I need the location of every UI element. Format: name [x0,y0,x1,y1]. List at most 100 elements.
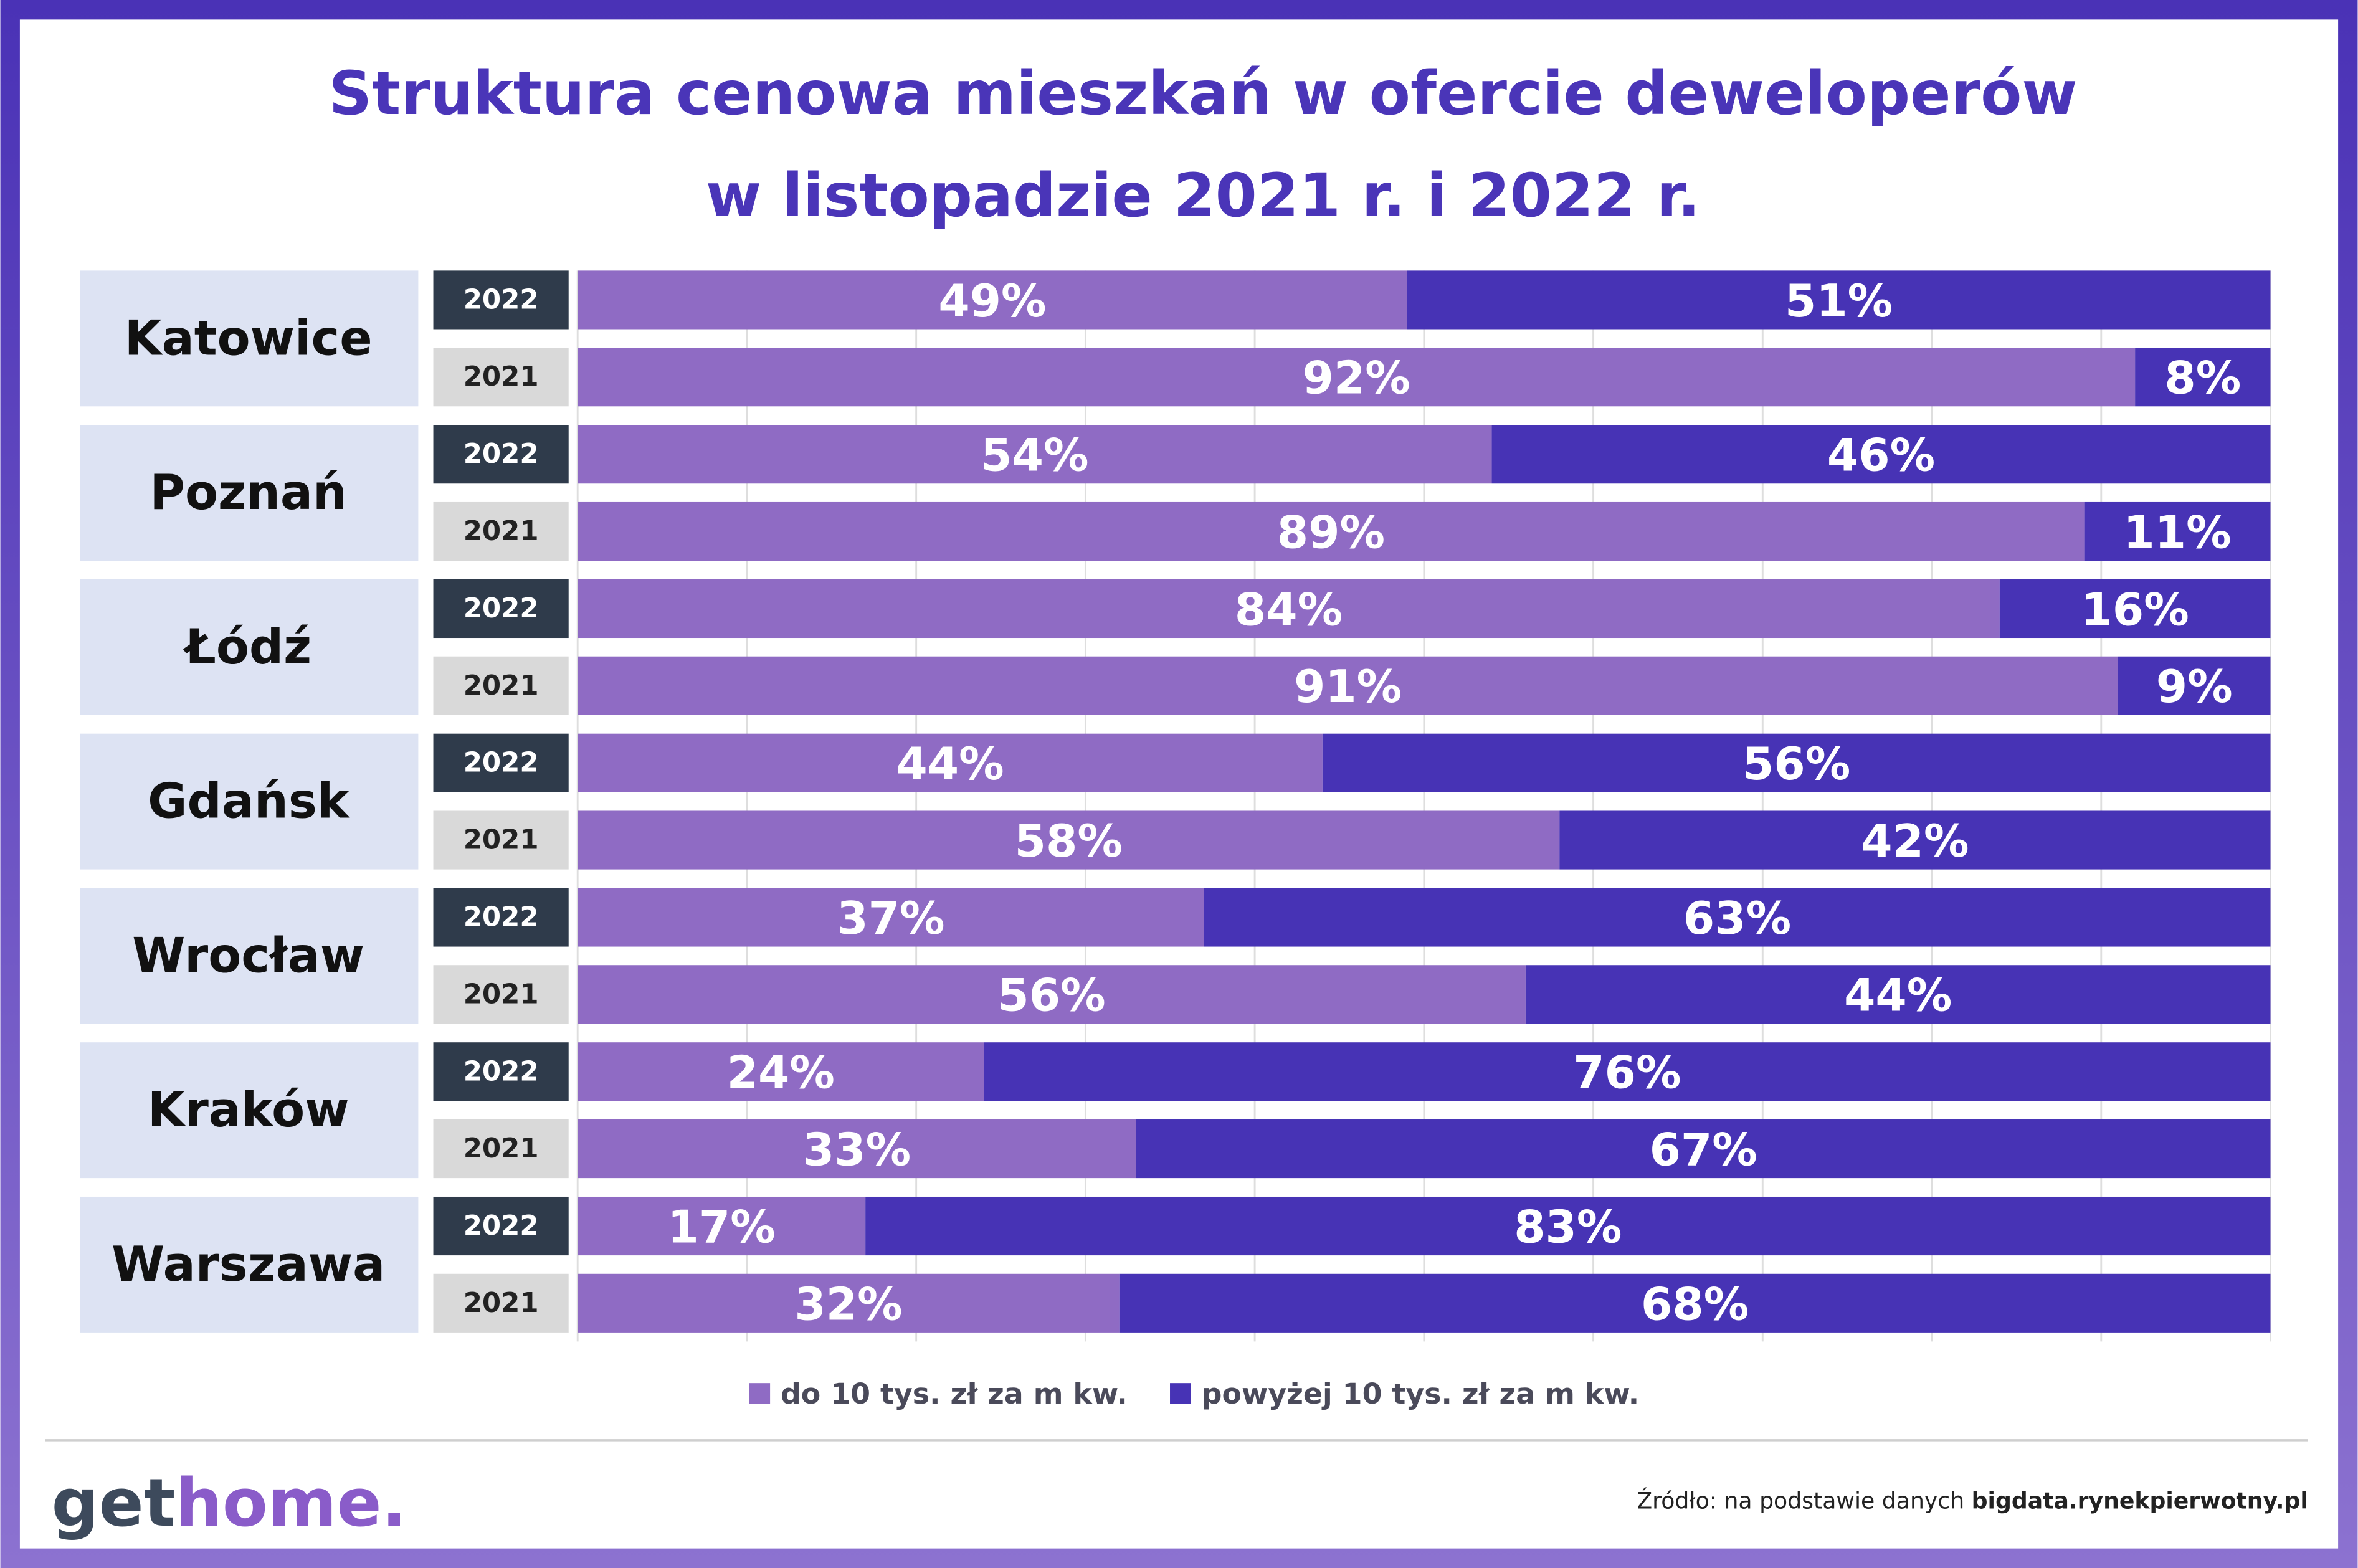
y-tick-label: 2021 [464,1133,539,1164]
source: Źródło: na podstawie danych bigdata.ryne… [1637,1487,2308,1514]
bar-segment [2118,656,2271,715]
bar-segment [578,810,1560,870]
city-box [80,733,419,870]
bar-segment [1322,733,2271,792]
city-box [80,888,419,1024]
data-label: 84% [1235,584,1343,636]
legend: do 10 tys. zł za m kw. powyżej 10 tys. zł… [749,1377,1639,1410]
city-label: Kraków [148,1082,349,1138]
bar-segment [578,656,2118,715]
city-box [80,1196,419,1333]
data-label: 33% [803,1124,911,1176]
bar-segment [578,1119,1136,1179]
legend-swatch [1170,1383,1191,1404]
legend-swatch [749,1383,771,1404]
y-tick-label: 2022 [464,593,539,624]
bar-segment [578,1042,984,1101]
y-tick-label: 2021 [464,670,539,701]
bar-segment [984,1042,2271,1101]
y-tick-label: 2022 [464,284,539,315]
data-label: 24% [727,1047,835,1100]
data-label: 17% [668,1201,776,1253]
data-label: 8% [2164,353,2241,405]
bar-segment [1119,1273,2271,1333]
bar-segment [1559,810,2271,870]
bar-segment [578,888,1204,947]
bar-segment [1491,425,2271,484]
year-box [433,1273,569,1333]
chart-title: Struktura cenowa mieszkań w ofercie dewe… [329,58,2078,128]
data-label: 11% [2123,506,2231,559]
bar-segment [578,425,1492,484]
bar-segment [1525,965,2271,1024]
y-tick-label: 2021 [464,979,539,1010]
data-label: 89% [1277,506,1385,559]
city-label: Gdańsk [148,774,350,830]
bar-segment [1999,579,2271,639]
legend-label: do 10 tys. zł za m kw. [781,1377,1128,1410]
bar-segment [1136,1119,2271,1179]
year-box [433,348,569,407]
chart-title: w listopadzie 2021 r. i 2022 r. [706,160,1700,230]
data-label: 76% [1573,1047,1681,1100]
bar-segment [578,965,1526,1024]
city-box [80,579,419,715]
logo-part: home. [175,1465,407,1542]
data-label: 92% [1303,353,1410,405]
bar-segment [578,1273,1120,1333]
bar-segment [865,1196,2271,1256]
city-label: Wrocław [132,928,364,984]
year-box [433,656,569,715]
bar-segment [578,501,2085,561]
city-box [80,1042,419,1179]
y-tick-label: 2022 [464,902,539,933]
bar-segment [578,270,1407,330]
y-tick-label: 2021 [464,361,539,392]
data-label: 32% [794,1278,902,1331]
bar-segment [578,733,1323,792]
bar-segment [2135,348,2271,407]
data-label: 37% [837,893,944,945]
data-label: 83% [1514,1201,1622,1253]
year-box [433,888,569,947]
logo-part: get [52,1465,176,1542]
source-text: Źródło: na podstawie danych [1637,1487,1971,1514]
year-box [433,1042,569,1101]
data-label: 49% [938,275,1046,328]
bar-segment [2084,501,2271,561]
year-box [433,501,569,561]
year-box [433,1196,569,1256]
y-tick-label: 2021 [464,825,539,856]
data-label: 44% [896,738,1004,791]
data-label: 67% [1650,1124,1757,1176]
data-label: 42% [1861,815,1969,868]
year-box [433,810,569,870]
y-tick-label: 2022 [464,748,539,779]
bar-segment [1407,270,2271,330]
bar-segment [1204,888,2271,947]
data-label: 46% [1827,430,1935,482]
year-box [433,965,569,1024]
data-label: 44% [1844,970,1952,1022]
city-box [80,270,419,407]
bars: Katowice Poznań Łódź Gdańsk Wrocław Kraków War… [80,270,2271,1333]
logo: gethome. [52,1465,407,1542]
data-label: 58% [1015,815,1123,868]
year-box [433,425,569,484]
data-label: 91% [1294,661,1402,713]
data-label: 54% [981,430,1088,482]
bar-segment [578,1196,866,1256]
data-label: 16% [2081,584,2189,636]
year-box [433,733,569,792]
city-label: Poznań [150,465,347,521]
data-label: 51% [1785,275,1893,328]
city-label: Katowice [125,310,373,366]
city-label: Warszawa [112,1237,385,1293]
legend-label: powyżej 10 tys. zł za m kw. [1202,1377,1640,1410]
data-label: 56% [997,970,1105,1022]
city-box [80,425,419,561]
year-box [433,1119,569,1179]
year-box [433,579,569,639]
source-link: bigdata.rynekpierwotny.pl [1972,1487,2308,1514]
